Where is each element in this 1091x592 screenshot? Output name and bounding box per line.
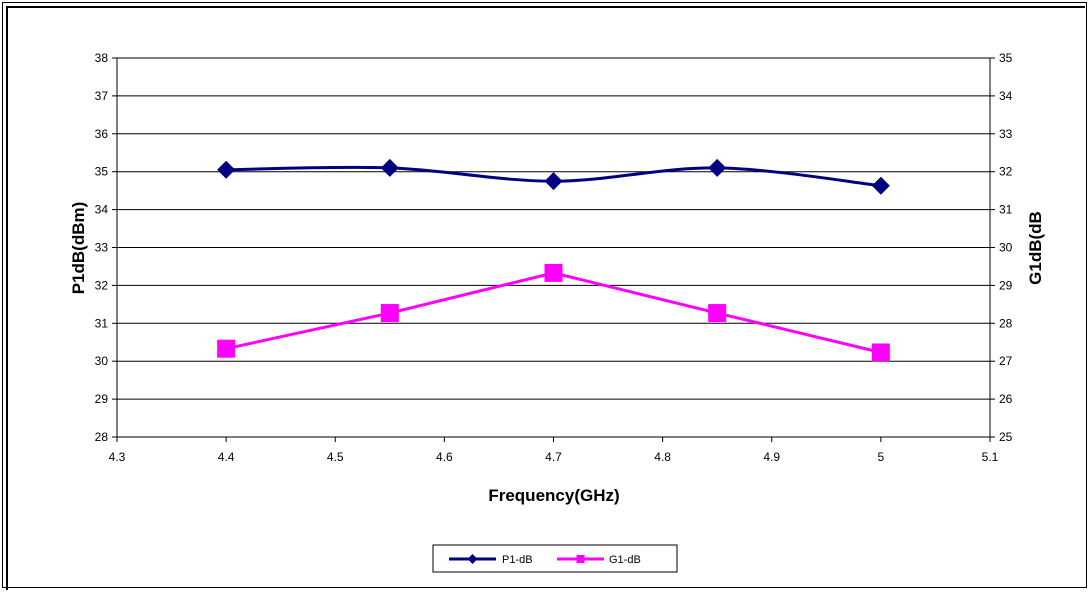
series-layer — [217, 158, 890, 362]
y-right-tick-label: 29 — [999, 278, 1013, 292]
y-right-tick-label: 25 — [999, 430, 1013, 444]
y-left-tick-label: 37 — [95, 89, 109, 103]
y-left-tick-label: 28 — [95, 430, 109, 444]
x-tick-label: 4.9 — [763, 450, 780, 464]
y-right-tick-label: 32 — [999, 165, 1013, 179]
legend-label: G1-dB — [609, 554, 641, 566]
legend-swatch-marker — [467, 554, 478, 564]
y-axis-left-title: P1dB(dBm) — [69, 202, 88, 295]
y-left-tick-label: 30 — [95, 354, 109, 368]
y-left-tick-label: 36 — [95, 127, 109, 141]
data-point — [544, 263, 563, 282]
series-P1-dB — [217, 158, 890, 195]
x-tick-label: 4.5 — [327, 450, 344, 464]
y-right-tick-label: 35 — [999, 51, 1013, 65]
x-tick-label: 5 — [878, 450, 885, 464]
x-tick-label: 5.1 — [982, 450, 999, 464]
legend-item: P1-dB — [449, 554, 533, 566]
data-point — [217, 339, 236, 358]
y-axis-right-title: G1dB(dB — [1026, 211, 1045, 285]
y-right-tick-label: 34 — [999, 89, 1013, 103]
legend-item: G1-dB — [557, 554, 641, 566]
legend-label: P1-dB — [502, 554, 533, 566]
y-left-tick-label: 33 — [95, 241, 109, 255]
data-point — [871, 343, 890, 362]
y-right-tick-label: 26 — [999, 392, 1013, 406]
series-line — [225, 271, 882, 354]
x-axis-title: Frequency(GHz) — [488, 486, 619, 505]
axes: 28 29 30 31 32 33 34 35 36 37 38 25 26 27 28 29 30 31 32 33… — [95, 51, 1013, 464]
data-point — [380, 158, 399, 177]
data-point — [708, 304, 727, 323]
y-left-tick-label: 29 — [95, 392, 109, 406]
data-point — [708, 158, 727, 177]
series-G1-dB — [217, 263, 890, 362]
y-left-tick-label: 34 — [95, 203, 109, 217]
grid — [117, 57, 990, 438]
data-point — [217, 160, 236, 179]
x-tick-label: 4.4 — [218, 450, 235, 464]
x-tick-label: 4.7 — [545, 450, 562, 464]
x-tick-label: 4.8 — [654, 450, 671, 464]
data-point — [544, 172, 563, 191]
x-tick-label: 4.3 — [109, 450, 126, 464]
legend-swatch-marker — [576, 555, 585, 563]
y-left-tick-label: 38 — [95, 51, 109, 65]
x-tick-label: 4.6 — [436, 450, 453, 464]
y-right-tick-label: 27 — [999, 354, 1013, 368]
data-point — [380, 304, 399, 323]
y-right-tick-label: 33 — [999, 127, 1013, 141]
y-left-tick-label: 31 — [95, 316, 109, 330]
y-left-tick-label: 35 — [95, 165, 109, 179]
legend: P1-dB G1-dB — [432, 544, 678, 573]
chart-inner-frame — [6, 6, 1085, 590]
data-point — [871, 176, 890, 195]
y-right-tick-label: 30 — [999, 241, 1013, 255]
y-right-tick-label: 28 — [999, 316, 1013, 330]
y-left-tick-label: 32 — [95, 278, 109, 292]
y-right-tick-label: 31 — [999, 203, 1013, 217]
